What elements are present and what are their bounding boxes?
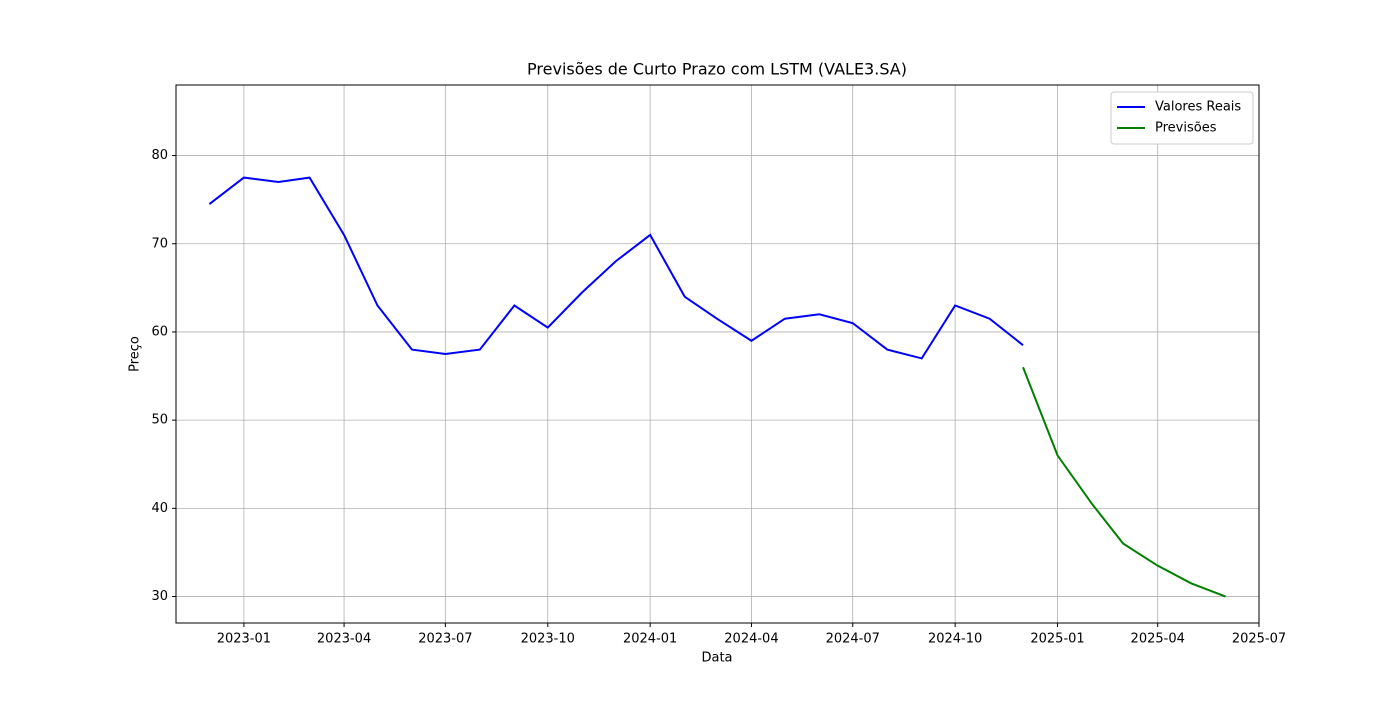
legend: Valores Reais Previsões <box>1110 91 1254 145</box>
y-axis-label: Preço <box>128 336 143 372</box>
x-tick-label: 2025-04 <box>1131 632 1185 647</box>
x-tick-label: 2024-01 <box>623 632 677 647</box>
x-tick-label: 2024-04 <box>724 632 778 647</box>
x-tick-label: 2024-07 <box>826 632 880 647</box>
x-axis-label: Data <box>701 651 732 666</box>
x-tick-label: 2024-10 <box>928 632 982 647</box>
x-tick-label: 2023-01 <box>217 632 271 647</box>
y-tick-label: 70 <box>151 236 168 251</box>
chart-title: Previsões de Curto Prazo com LSTM (VALE3… <box>527 60 907 79</box>
x-tick-label: 2023-04 <box>317 632 371 647</box>
y-tick-label: 80 <box>151 148 168 163</box>
legend-box <box>1110 91 1254 145</box>
series-line <box>1022 366 1226 598</box>
y-tick-label: 60 <box>151 324 168 339</box>
plot-frame <box>175 84 1260 624</box>
x-tick-label: 2023-10 <box>521 632 575 647</box>
legend-label: Previsões <box>1155 121 1217 136</box>
series-line <box>208 176 1024 360</box>
x-tick-label: 2023-07 <box>418 632 472 647</box>
legend-label: Valores Reais <box>1155 100 1241 115</box>
y-tick-label: 40 <box>151 501 168 516</box>
x-tick-label: 2025-01 <box>1030 632 1084 647</box>
x-tick-label: 2025-07 <box>1232 632 1286 647</box>
y-tick-label: 50 <box>151 413 168 428</box>
y-tick-label: 30 <box>151 589 168 604</box>
